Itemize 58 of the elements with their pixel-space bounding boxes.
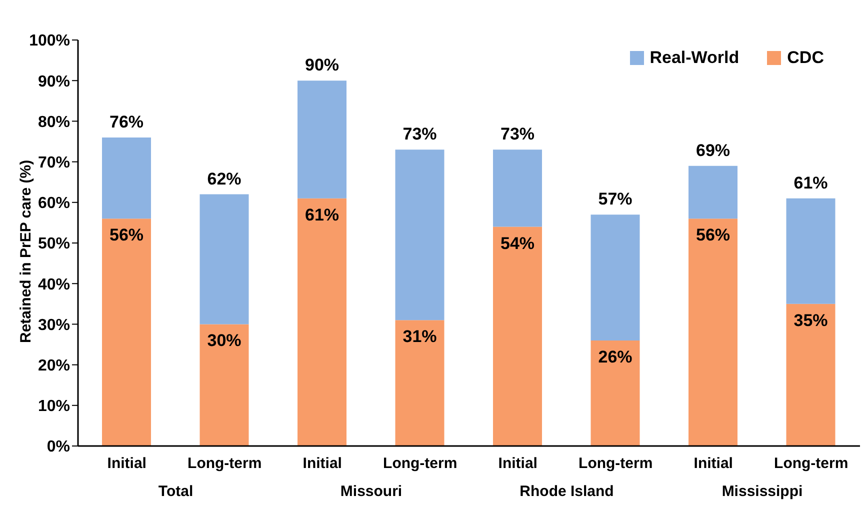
x-tick-label: Long-term <box>578 455 653 472</box>
data-label: 35% <box>794 310 828 330</box>
total-label: 73% <box>402 124 437 144</box>
y-tick-label: 50% <box>38 236 70 253</box>
bar <box>200 194 249 324</box>
x-tick-label: Initial <box>302 455 342 472</box>
x-tick-label: Initial <box>694 455 733 472</box>
x-tick-label: Initial <box>107 455 146 472</box>
bar <box>395 320 444 446</box>
bar <box>786 304 836 446</box>
bar <box>590 340 640 446</box>
text: Rhode Island <box>520 483 614 500</box>
data-label: 56% <box>109 226 144 245</box>
y-tick-label: 30% <box>38 316 70 334</box>
bar <box>688 166 738 219</box>
data-label: 54% <box>500 234 535 253</box>
y-tick-label: 10% <box>38 398 70 416</box>
y-tick-label: 40% <box>38 276 70 294</box>
bar <box>298 80 346 198</box>
data-label: 26% <box>598 347 632 366</box>
total-label: 61% <box>794 173 828 192</box>
y-tick-label: 20% <box>38 357 70 374</box>
legend-label: Real-World <box>650 48 740 68</box>
legend-label: CDC <box>787 48 824 68</box>
y-tick-label: 0% <box>46 438 70 456</box>
y-tick-label: 90% <box>38 73 70 90</box>
data-label: 30% <box>207 331 242 350</box>
total-label: 62% <box>207 169 242 188</box>
y-tick-label: 70% <box>38 154 70 172</box>
data-label: 56% <box>696 226 730 245</box>
x-tick-label: Long-term <box>774 455 848 472</box>
bar <box>102 137 151 219</box>
bar <box>395 150 444 320</box>
y-tick-label: 100% <box>29 32 70 50</box>
total-label: 57% <box>598 190 632 209</box>
bar <box>298 198 346 446</box>
total-label: 73% <box>500 124 535 144</box>
y-tick-label: 80% <box>38 114 70 131</box>
x-tick-label: Long-term <box>383 455 458 472</box>
bar <box>102 218 151 446</box>
text: Mississippi <box>722 483 803 500</box>
bar <box>493 226 542 446</box>
data-label: 61% <box>304 205 340 224</box>
text: Missouri <box>340 483 402 500</box>
bar <box>786 198 836 304</box>
total-label: 90% <box>304 56 340 75</box>
total-label: 76% <box>109 112 144 132</box>
text: Total <box>158 483 194 500</box>
bar <box>200 324 249 446</box>
bar <box>590 214 640 340</box>
total-label: 69% <box>696 140 730 160</box>
y-tick-label: 60% <box>38 195 70 212</box>
data-label: 31% <box>402 327 437 346</box>
bar <box>493 150 542 227</box>
y-axis-title: Retained in PrEP care (%) <box>17 160 34 343</box>
bar <box>688 218 738 446</box>
x-tick-label: Long-term <box>188 455 262 472</box>
x-tick-label: Initial <box>498 455 538 472</box>
